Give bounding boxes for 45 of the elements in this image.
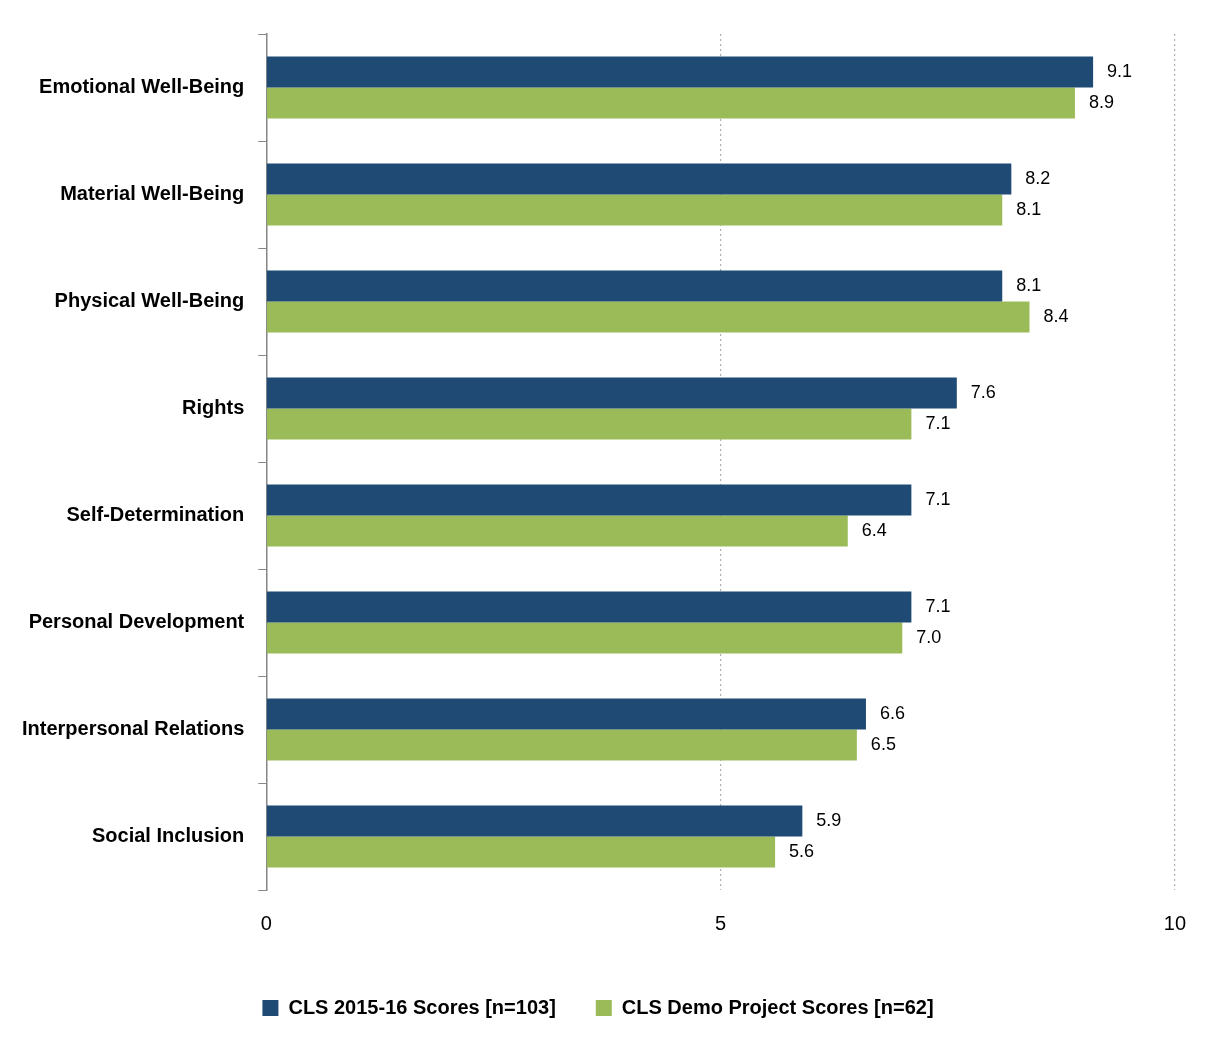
bar xyxy=(266,729,857,761)
y-tick-label: Emotional Well-Being xyxy=(39,75,245,98)
bar xyxy=(266,622,903,654)
data-label: 8.2 xyxy=(1025,167,1051,188)
data-label: 7.6 xyxy=(970,381,996,402)
data-label: 5.9 xyxy=(816,809,842,830)
y-tick-label: Physical Well-Being xyxy=(54,289,245,312)
y-tick-label: Self-Determination xyxy=(66,503,245,526)
data-label: 9.1 xyxy=(1107,60,1133,81)
legend-label: CLS 2015-16 Scores [n=103] xyxy=(288,995,556,1018)
bar xyxy=(266,408,912,440)
bar xyxy=(266,698,866,730)
bar xyxy=(266,270,1003,302)
data-label: 6.6 xyxy=(879,702,905,723)
y-tick-label: Rights xyxy=(182,396,245,419)
x-tick-label: 10 xyxy=(1163,911,1186,934)
bar xyxy=(266,515,848,547)
data-label: 6.5 xyxy=(870,733,896,754)
bar xyxy=(266,87,1075,119)
bar xyxy=(266,194,1003,226)
data-label: 5.6 xyxy=(789,840,815,861)
data-label: 7.1 xyxy=(925,412,951,433)
bar xyxy=(266,805,803,837)
data-label: 6.4 xyxy=(861,519,887,540)
data-label: 7.1 xyxy=(925,488,951,509)
x-tick-label: 5 xyxy=(715,911,727,934)
bar xyxy=(266,56,1094,88)
data-label: 7.0 xyxy=(916,626,942,647)
data-label: 7.1 xyxy=(925,595,951,616)
y-tick-label: Material Well-Being xyxy=(60,182,245,205)
bar xyxy=(266,163,1012,195)
data-label: 8.1 xyxy=(1016,198,1042,219)
bar xyxy=(266,377,957,409)
bar xyxy=(266,301,1030,333)
y-tick-label: Interpersonal Relations xyxy=(21,717,245,740)
bar xyxy=(266,484,912,516)
legend-label: CLS Demo Project Scores [n=62] xyxy=(621,995,934,1018)
y-tick-label: Social Inclusion xyxy=(92,824,245,847)
data-label: 8.1 xyxy=(1016,274,1042,295)
bar xyxy=(266,591,912,623)
data-label: 8.9 xyxy=(1088,91,1114,112)
data-label: 8.4 xyxy=(1043,305,1069,326)
bar xyxy=(266,836,776,868)
y-tick-label: Personal Development xyxy=(28,610,245,633)
x-tick-label: 0 xyxy=(260,911,272,934)
